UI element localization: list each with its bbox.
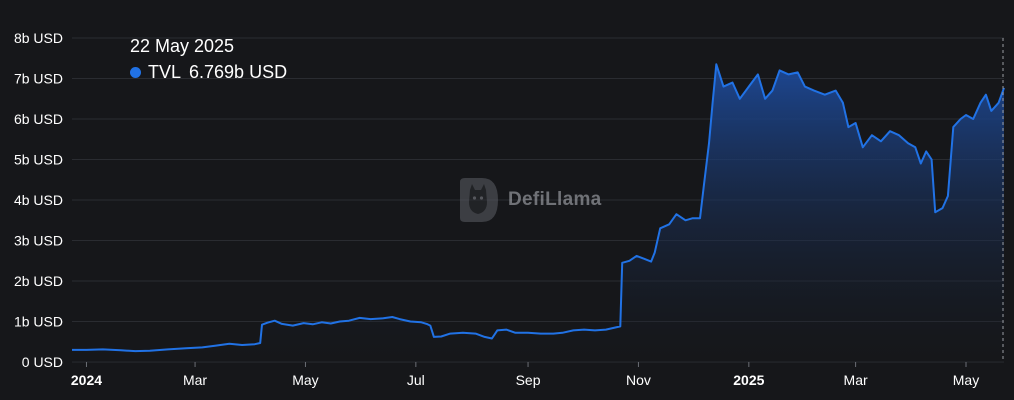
tooltip-date: 22 May 2025 (130, 36, 235, 56)
grid-layer (72, 37, 1004, 363)
tooltip-series-row: TVL 6.769b USD (130, 62, 287, 83)
y-tick-label: 6b USD (14, 111, 63, 127)
tooltip-series-name: TVL (148, 62, 182, 82)
x-tick-label: Mar (844, 372, 868, 388)
x-tick-label: Jul (407, 372, 425, 388)
y-tick-label: 8b USD (14, 30, 63, 46)
watermark-text: DefiLlama (508, 189, 602, 210)
x-tick-label: 2024 (71, 372, 102, 388)
watermark: DefiLlama (456, 176, 602, 224)
x-tick-label: Mar (183, 372, 207, 388)
llama-logo-icon (460, 178, 498, 222)
y-tick-label: 5b USD (14, 152, 63, 168)
y-axis: 0 USD 1b USD 2b USD 3b USD 4b USD 5b USD 6b US… (14, 30, 63, 370)
tooltip-series-dot (130, 67, 141, 78)
y-tick-label: 0 USD (22, 354, 63, 370)
y-tick-label: 1b USD (14, 314, 63, 330)
y-tick-label: 7b USD (14, 71, 63, 87)
x-tick-label: 2025 (733, 372, 764, 388)
x-tick-label: Nov (626, 372, 651, 388)
y-tick-label: 3b USD (14, 233, 63, 249)
y-tick-label: 4b USD (14, 192, 63, 208)
y-tick-label: 2b USD (14, 273, 63, 289)
tvl-area-fill (72, 64, 1004, 363)
x-tick-label: May (953, 372, 979, 388)
x-tick-label: May (292, 372, 318, 388)
tooltip-series-value: 6.769b USD (189, 62, 288, 82)
x-tick-label: Sep (516, 372, 541, 388)
tvl-series-line (72, 63, 1005, 353)
x-axis: 2024 Mar May Jul Sep Nov 2025 Mar May (71, 362, 979, 388)
